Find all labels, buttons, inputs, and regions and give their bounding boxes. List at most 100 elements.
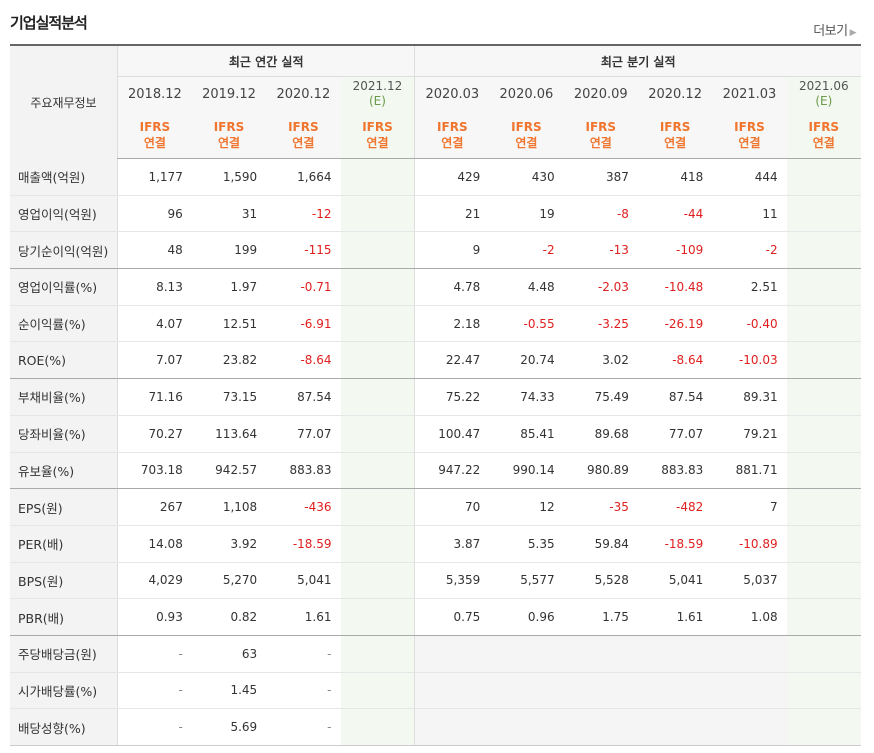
metric-value: - [116,708,192,746]
metric-value [563,635,638,673]
metric-label: 영업이익(억원) [10,195,118,233]
metric-label: BPS(원) [10,562,118,600]
period-header: 2021.12 (E) [340,76,415,111]
metric-value: 881.71 [712,452,787,490]
metric-value: 5,041 [266,562,341,600]
metric-value: 1,664 [266,158,341,196]
metric-value [340,525,415,563]
metric-value: 11 [712,195,787,233]
basis-standard: IFRS [362,119,393,134]
basis-header: IFRS 연결 [191,111,267,159]
metric-value: 89.31 [712,378,787,416]
basis-scope: 연결 [292,135,315,150]
metric-value: 444 [712,158,787,196]
basis-standard: IFRS [808,119,840,134]
period-header: 2019.12 [191,76,267,111]
metric-value: 71.16 [116,378,192,416]
metric-value: 87.54 [637,378,713,416]
metric-value: 429 [414,158,490,196]
metric-value: 8.13 [116,268,192,306]
metric-value [340,305,415,343]
metric-value [786,672,861,710]
metric-value: 4,029 [116,562,192,600]
basis-scope: 연결 [217,135,241,150]
table-row: 당기순이익(억원) 48 199 -115 9 -2 -13 -109 -2 [10,231,861,270]
metric-label: 당기순이익(억원) [10,231,118,270]
metric-label: 주당배당금(원) [10,635,118,673]
metric-value: 21 [414,195,490,233]
metric-value [340,415,415,453]
metric-label: 순이익률(%) [10,305,118,343]
metric-value: 0.96 [489,598,564,636]
chevron-right-icon: ▶ [849,28,857,38]
period-header: 2020.03 [414,76,490,111]
metric-value: -436 [266,488,341,526]
metric-label: 배당성향(%) [10,708,118,746]
basis-scope: 연결 [812,135,835,150]
basis-scope: 연결 [366,135,389,150]
table-row: ROE(%) 7.07 23.82 -8.64 22.47 20.74 3.02 -8.64-… [10,341,861,380]
metric-value [340,231,415,270]
basis-header: IFRS 연결 [489,111,564,159]
basis-scope: 연결 [738,135,761,150]
row-header-label: 주요재무정보 [10,44,118,159]
metric-value: 3.92 [191,525,267,563]
metric-value: - [266,708,341,746]
metric-value: 77.07 [637,415,713,453]
basis-header: IFRS 연결 [116,111,192,159]
basis-scope: 연결 [589,135,612,150]
metric-value [340,672,415,710]
metric-value: -44 [637,195,713,233]
metric-value [414,708,490,746]
basis-header: IFRS 연결 [786,111,861,159]
more-link[interactable]: 더보기 ▶ [813,20,856,39]
metric-value [786,268,861,306]
basis-header: IFRS 연결 [266,111,341,159]
estimate-tag: (E) [815,94,833,108]
metric-value: 703.18 [116,452,192,490]
metric-label: 시가배당률(%) [10,672,118,710]
basis-standard: IFRS [511,119,542,134]
basis-standard: IFRS [585,119,617,134]
metric-value [489,635,564,673]
metric-value [786,415,861,453]
metric-value: 1.61 [266,598,341,636]
metric-value: 947.22 [414,452,490,490]
table-row: EPS(원) 267 1,108 -436 70 12 -35 -482 7 [10,488,861,526]
metric-value: 5.69 [191,708,267,746]
metric-value: 883.83 [266,452,341,490]
metric-label: 매출액(억원) [10,158,118,196]
basis-header: IFRS 연결 [563,111,638,159]
metric-value: 883.83 [637,452,713,490]
metric-value [786,231,861,270]
metric-label: 영업이익률(%) [10,268,118,306]
metric-value: 1.45 [191,672,267,710]
metric-value: - [116,672,192,710]
basis-standard: IFRS [139,119,171,134]
metric-value: -8.64 [637,341,713,380]
metric-value: 430 [489,158,564,196]
metric-value: - [116,635,192,673]
table-row: 배당성향(%) -5.69- [10,708,861,746]
table-row: 부채비율(%) 71.16 73.15 87.54 75.22 74.33 75.49 87.… [10,378,861,416]
metric-value [340,341,415,380]
metric-value [414,635,490,673]
metric-value: 48 [116,231,192,270]
metric-value [786,452,861,490]
basis-header: IFRS 연결 [414,111,490,159]
metric-value [563,672,638,710]
metric-value: -18.59 [637,525,713,563]
metric-value [786,598,861,636]
metric-label: EPS(원) [10,488,118,526]
metric-value [786,378,861,416]
metric-value: -8 [563,195,638,233]
table-row: 유보율(%) 703.18 942.57 883.83 947.22 990.14 980.… [10,452,861,490]
metric-label: PER(배) [10,525,118,563]
metric-value: 1.97 [191,268,267,306]
metric-value: -26.19 [637,305,713,343]
metric-value [637,672,713,710]
metric-value: 0.82 [191,598,267,636]
metric-value: 1,177 [116,158,192,196]
basis-scope: 연결 [143,135,166,150]
metric-value: 20.74 [489,341,564,380]
